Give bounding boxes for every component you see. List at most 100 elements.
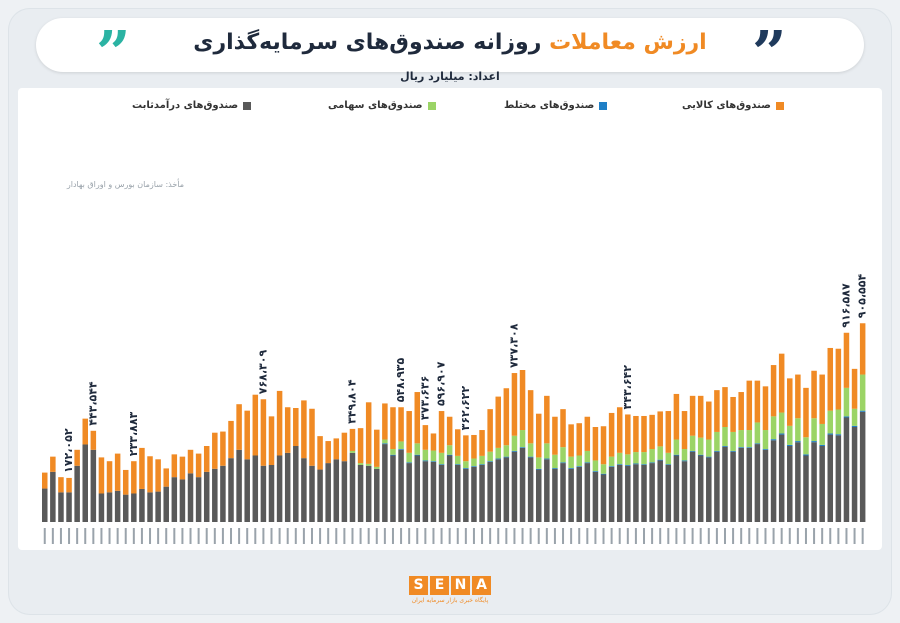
bar-segment-commodity	[827, 347, 834, 411]
bar-segment-commodity	[811, 370, 817, 419]
x-tick-label	[383, 528, 386, 544]
bar-segment-fixed-income	[260, 465, 267, 522]
bar-segment-mixed	[633, 463, 639, 465]
bar-segment-commodity	[633, 415, 639, 453]
x-tick-label	[618, 528, 621, 544]
x-tick-label	[391, 528, 394, 544]
bar-segment-fixed-income	[535, 469, 542, 522]
bar-segment-mixed	[568, 468, 574, 469]
bar-segment-fixed-income	[641, 465, 647, 522]
bar-segment-equity	[608, 456, 615, 467]
bar-segment-commodity	[762, 386, 769, 431]
bar-segment-equity	[746, 430, 753, 448]
x-tick-label	[723, 528, 726, 544]
bar-segment-equity	[649, 449, 655, 463]
bar-segment-equity	[422, 449, 429, 461]
x-tick-label	[278, 528, 281, 544]
x-tick-label	[505, 528, 508, 544]
bar-segment-fixed-income	[778, 434, 785, 522]
bar-segment-equity	[463, 461, 469, 469]
bar-segment-commodity	[681, 411, 688, 450]
bar-segment-fixed-income	[446, 455, 453, 522]
bar-segment-commodity	[479, 430, 485, 456]
bar-segment-equity	[762, 430, 769, 450]
bar-segment-mixed	[714, 450, 720, 452]
bar-segment-fixed-income	[746, 447, 753, 522]
bar-segment-mixed	[446, 454, 453, 456]
x-tick-label	[829, 528, 832, 544]
x-tick-label	[400, 528, 403, 544]
bar-segment-equity	[795, 418, 801, 442]
x-tick-label	[756, 528, 759, 544]
bar-segment-commodity	[746, 380, 753, 431]
bar-segment-equity	[552, 454, 558, 469]
bar-segment-fixed-income	[843, 417, 850, 522]
bar-segment-mixed	[592, 471, 599, 472]
bar-segment-equity	[495, 447, 501, 459]
bar-segment-equity	[390, 449, 396, 455]
bar-segment-fixed-income	[795, 442, 801, 522]
bar-segment-commodity	[106, 461, 113, 493]
bar-segment-fixed-income	[681, 461, 688, 522]
bar-segment-fixed-income	[503, 457, 510, 522]
bar-segment-mixed	[722, 446, 728, 447]
data-label: ۳۷۳،۶۳۶	[418, 376, 431, 420]
bar-segment-fixed-income	[835, 435, 842, 522]
x-tick-label	[440, 528, 443, 544]
x-tick-label	[594, 528, 597, 544]
bar-segment-equity	[398, 441, 404, 450]
bar-segment-fixed-income	[697, 455, 704, 522]
bar-segment-fixed-income	[398, 449, 404, 522]
x-tick-label	[796, 528, 799, 544]
x-tick-label	[586, 528, 589, 544]
bar-segment-commodity	[414, 392, 421, 444]
x-tick-label	[570, 528, 573, 544]
bar-segment-fixed-income	[114, 490, 121, 522]
bar-segment-commodity	[519, 370, 526, 431]
bar-segment-equity	[803, 437, 809, 455]
x-tick-label	[173, 528, 176, 544]
x-tick-label	[553, 528, 556, 544]
x-tick-label	[772, 528, 775, 544]
bar-segment-fixed-income	[722, 446, 728, 522]
bar-segment-equity	[633, 452, 639, 464]
bar-segment-fixed-income	[390, 455, 396, 522]
x-tick-label	[821, 528, 824, 544]
bar-segment-commodity	[616, 407, 623, 453]
bar-segment-fixed-income	[762, 449, 769, 522]
bar-segment-fixed-income	[106, 492, 113, 522]
x-tick-label	[562, 528, 565, 544]
bar-segment-equity	[811, 418, 817, 442]
x-tick-label	[432, 528, 435, 544]
bar-segment-commodity	[754, 380, 761, 423]
bar-segment-commodity	[689, 395, 696, 436]
bar-segment-fixed-income	[220, 465, 226, 522]
x-tick-label	[197, 528, 200, 544]
bar-segment-commodity	[738, 392, 744, 431]
title-accent: ارزش معاملات	[549, 30, 707, 55]
bar-segment-mixed	[552, 468, 558, 469]
logo-letter: S	[409, 576, 428, 595]
bar-segment-commodity	[139, 447, 145, 489]
bar-segment-mixed	[778, 433, 785, 435]
x-tick-label	[294, 528, 297, 544]
title-bar	[36, 18, 864, 72]
bar-segment-commodity	[220, 431, 226, 466]
bar-segment-fixed-income	[673, 455, 680, 522]
bar-segment-equity	[600, 464, 607, 474]
bar-segment-fixed-income	[365, 465, 372, 522]
bar-segment-commodity	[42, 472, 48, 489]
bar-segment-equity	[592, 460, 599, 472]
bar-segment-fixed-income	[859, 411, 866, 522]
legend-swatch	[599, 101, 608, 110]
bar-segment-commodity	[438, 411, 445, 453]
bar-segment-equity	[819, 423, 825, 445]
bar-segment-mixed	[657, 459, 663, 461]
x-tick-label	[634, 528, 637, 544]
bar-segment-fixed-income	[576, 466, 582, 522]
bar-segment-fixed-income	[511, 451, 518, 522]
x-tick-label	[740, 528, 743, 544]
bar-segment-commodity	[625, 414, 631, 455]
bar-segment-fixed-income	[90, 449, 97, 522]
bar-segment-equity	[787, 425, 793, 445]
